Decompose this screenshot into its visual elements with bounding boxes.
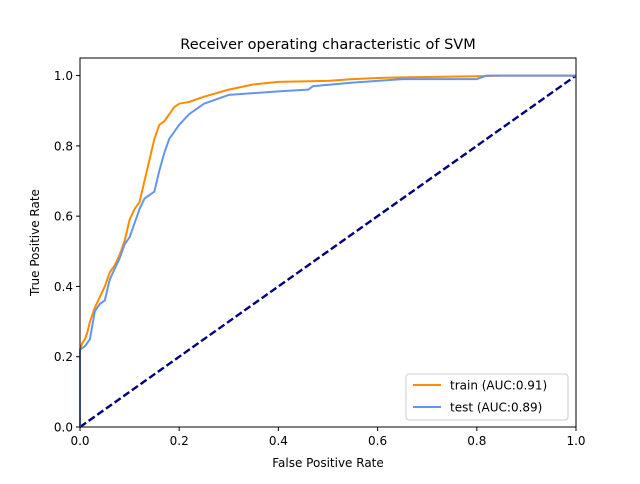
- x-tick-label: 1.0: [566, 434, 585, 448]
- chart-title: Receiver operating characteristic of SVM: [180, 37, 475, 53]
- x-tick-label: 0.2: [170, 434, 189, 448]
- x-tick-label: 0.8: [467, 434, 486, 448]
- y-tick-label: 1.0: [54, 69, 73, 83]
- y-tick-label: 0.4: [54, 280, 73, 294]
- x-axis-label: False Positive Rate: [272, 456, 384, 470]
- legend: train (AUC:0.91) test (AUC:0.89): [405, 373, 569, 421]
- series-line-chance: [79, 74, 577, 428]
- series-line-test: [79, 74, 576, 427]
- legend-label-test: test (AUC:0.89): [450, 401, 542, 415]
- plot-area: [79, 74, 577, 428]
- y-tick-label: 0.0: [54, 421, 73, 435]
- series-line-train: [79, 74, 576, 427]
- y-axis-ticks: 0.0 0.2 0.4 0.6 0.8 1.0: [54, 69, 80, 435]
- x-tick-label: 0.0: [70, 434, 89, 448]
- y-axis-label: True Positive Rate: [28, 189, 42, 297]
- y-tick-label: 0.2: [54, 350, 73, 364]
- legend-label-train: train (AUC:0.91): [450, 379, 547, 393]
- x-tick-label: 0.6: [368, 434, 387, 448]
- legend-frame: [405, 373, 569, 421]
- y-tick-label: 0.8: [54, 139, 73, 153]
- y-tick-label: 0.6: [54, 210, 73, 224]
- x-axis-ticks: 0.0 0.2 0.4 0.6 0.8 1.0: [70, 427, 586, 448]
- axes-frame: [79, 57, 577, 428]
- x-tick-label: 0.4: [269, 434, 288, 448]
